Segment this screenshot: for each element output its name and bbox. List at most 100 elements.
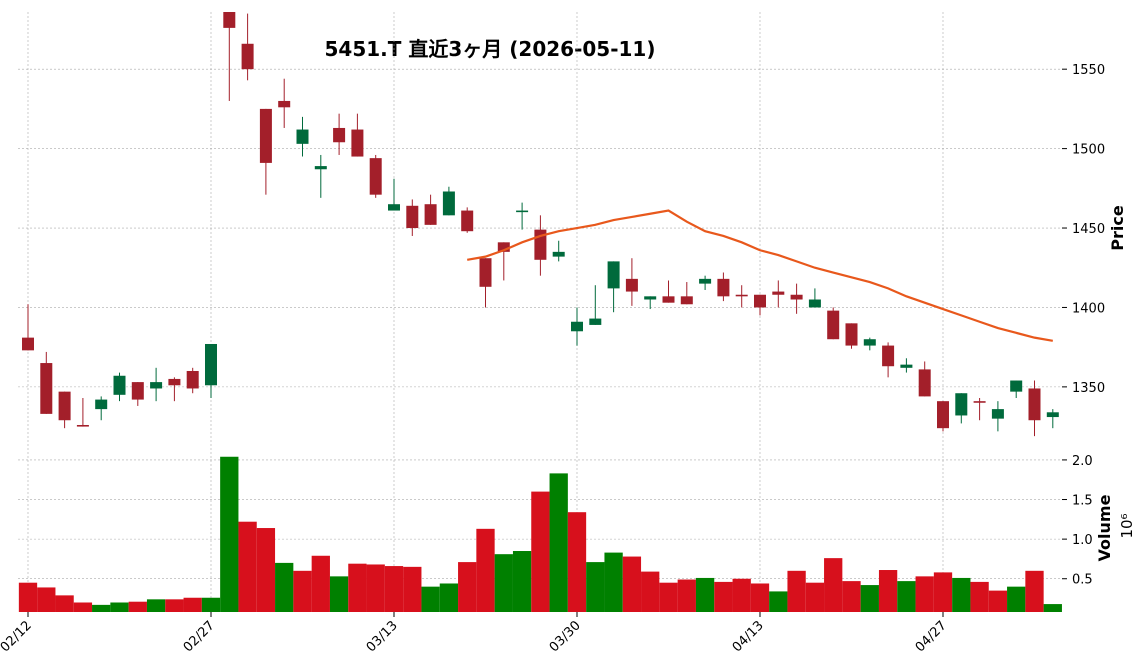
- volume-bar: [586, 562, 605, 612]
- candle-body: [223, 12, 236, 28]
- candle-body: [241, 43, 254, 70]
- price-plot: [22, 12, 1059, 437]
- y-axis-label: Volume: [1095, 494, 1114, 561]
- volume-bar: [842, 581, 861, 612]
- volume-bar: [476, 528, 495, 612]
- volume-bar: [384, 566, 404, 612]
- volume-bar: [439, 583, 459, 612]
- volume-bar: [55, 595, 74, 612]
- candle-body: [351, 129, 364, 157]
- x-tick-label: 03/30: [547, 618, 584, 655]
- volume-bar: [403, 566, 422, 612]
- candle-body: [827, 310, 840, 340]
- candle-body: [882, 345, 895, 367]
- volume-bar: [988, 590, 1008, 612]
- volume-bar: [128, 601, 147, 612]
- candle-body: [278, 100, 291, 108]
- volume-bar: [695, 577, 715, 612]
- candle-body: [772, 291, 785, 295]
- candle-body: [497, 242, 510, 252]
- candle-body: [754, 294, 766, 308]
- volume-bar: [531, 491, 550, 612]
- chart-title: 5451.T 直近3ヶ月 (2026-05-11): [325, 37, 656, 61]
- volume-bar: [824, 558, 843, 612]
- axis-offset-label: 10⁶: [1118, 513, 1136, 538]
- candle-body: [589, 318, 602, 325]
- candle-body: [918, 369, 931, 397]
- candle-body: [76, 424, 89, 427]
- candle-body: [1028, 388, 1041, 421]
- candle-body: [296, 129, 309, 144]
- candle-body: [168, 378, 181, 386]
- x-tick-label: 02/27: [181, 618, 218, 655]
- candle-body: [973, 401, 986, 403]
- volume-bar: [348, 563, 367, 612]
- volume-bar: [183, 597, 202, 612]
- volume-bar: [311, 555, 330, 612]
- y-tick-label: 1500: [1072, 143, 1105, 158]
- volume-bar: [769, 591, 788, 612]
- candle-body: [406, 205, 419, 229]
- volume-bar: [220, 456, 239, 612]
- volume-bar: [952, 577, 971, 612]
- candle-body: [644, 296, 657, 300]
- candle-body: [461, 210, 474, 232]
- candle-body: [1010, 380, 1023, 392]
- volume-bar: [659, 582, 678, 612]
- candle-body: [955, 393, 968, 416]
- volume-bar: [421, 586, 440, 612]
- volume-bar: [915, 576, 934, 612]
- volume-bar: [933, 572, 953, 612]
- candle-body: [442, 191, 455, 216]
- candle-body: [863, 339, 876, 346]
- x-tick-label: 04/13: [730, 618, 767, 655]
- y-tick-label: 1.0: [1072, 533, 1093, 548]
- y-tick-label: 0.5: [1072, 573, 1093, 588]
- candle-body: [150, 382, 163, 389]
- volume-bar: [567, 512, 587, 612]
- volume-bar: [641, 571, 660, 612]
- y-tick-label: 2.0: [1072, 454, 1093, 469]
- candle-body: [131, 382, 144, 400]
- candle-body: [680, 296, 693, 305]
- y-tick-label: 1550: [1072, 63, 1105, 78]
- candle-body: [717, 278, 730, 297]
- volume-bar: [275, 562, 294, 612]
- y-tick-label: 1450: [1072, 222, 1105, 237]
- volume-bar: [805, 582, 825, 612]
- candle-body: [1046, 412, 1059, 418]
- candle-body: [516, 210, 529, 213]
- y-axis-label: Price: [1108, 205, 1127, 251]
- candle-body: [607, 261, 620, 289]
- candle-body: [552, 251, 565, 257]
- volume-bar: [329, 576, 349, 612]
- volume-bar: [73, 602, 93, 612]
- candle-body: [479, 258, 492, 287]
- candle-body: [314, 166, 327, 170]
- candle-body: [95, 399, 108, 410]
- volume-bar: [878, 570, 898, 612]
- volume-bar: [256, 528, 276, 612]
- volume-bar: [92, 604, 111, 612]
- candle-body: [900, 364, 913, 368]
- candle-body: [22, 337, 34, 351]
- x-tick-label: 03/13: [364, 618, 401, 655]
- volume-bar: [1043, 604, 1062, 612]
- volume-bar: [37, 587, 56, 612]
- volume-bar: [622, 556, 642, 612]
- volume-bar: [549, 473, 568, 612]
- candle-body: [40, 363, 53, 414]
- candle-body: [333, 127, 346, 143]
- volume-bar: [897, 581, 916, 612]
- volume-bar: [714, 581, 733, 612]
- volume-bar: [165, 599, 184, 612]
- y-tick-label: 1350: [1072, 381, 1105, 396]
- volume-bar: [787, 570, 806, 612]
- candle-body: [259, 108, 272, 163]
- volume-bar: [458, 562, 477, 612]
- volume-bar: [1007, 586, 1026, 612]
- x-tick-label: 04/27: [913, 618, 950, 655]
- volume-bar: [494, 554, 513, 612]
- candle-body: [388, 204, 400, 211]
- candle-body: [937, 401, 949, 429]
